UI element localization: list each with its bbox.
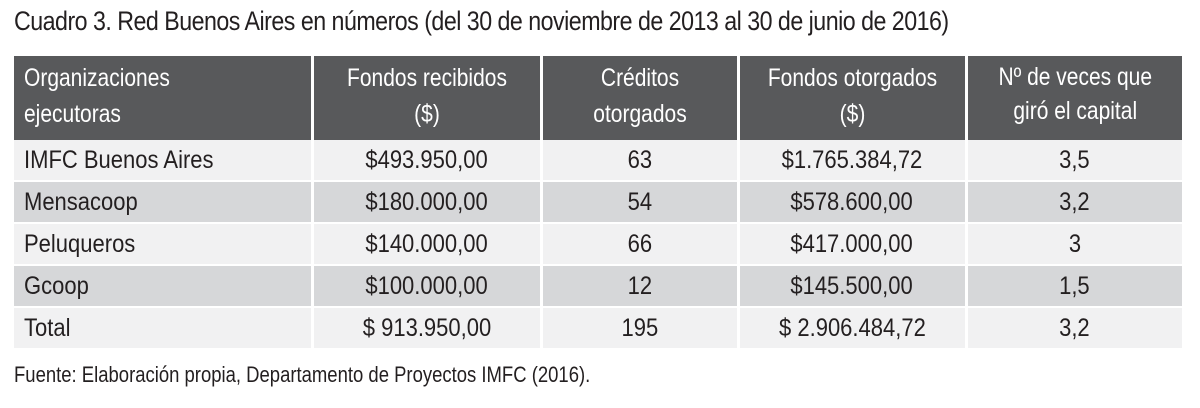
table-caption: Cuadro 3. Red Buenos Aires en números (d… — [14, 6, 949, 36]
cell-veces-capital: 3,5 — [966, 140, 1182, 182]
cell-fondos-otorgados: $ 2.906.484,72 — [738, 307, 968, 350]
table-row: Peluqueros $140.000,00 66 $417.000,00 3 — [14, 223, 1182, 266]
cell-fondos-recibidos: $ 913.950,00 — [312, 307, 543, 350]
table-row: Gcoop $100.000,00 12 $145.500,00 1,5 — [14, 265, 1182, 308]
cell-org: IMFC Buenos Aires — [14, 140, 314, 182]
cell-creditos: 54 — [541, 181, 740, 224]
cell-fondos-recibidos: $180.000,00 — [312, 181, 543, 224]
header-org: Organizaciones ejecutoras — [14, 56, 314, 140]
cell-fondos-otorgados: $145.500,00 — [738, 265, 968, 308]
header-fondos-recibidos: Fondos recibidos ($) — [312, 56, 543, 140]
table-row: IMFC Buenos Aires $493.950,00 63 $1.765.… — [14, 140, 1182, 182]
source-note: Fuente: Elaboración propia, Departamento… — [14, 362, 591, 387]
cell-fondos-recibidos: $100.000,00 — [312, 265, 543, 308]
header-fondos-otorgados: Fondos otorgados ($) — [738, 56, 968, 140]
cell-fondos-otorgados: $1.765.384,72 — [738, 140, 968, 182]
cell-fondos-recibidos: $493.950,00 — [312, 140, 543, 182]
cell-fondos-otorgados: $417.000,00 — [738, 223, 968, 266]
cell-creditos: 66 — [541, 223, 740, 266]
data-table: Organizaciones ejecutoras Fondos recibid… — [14, 56, 1182, 350]
cell-creditos: 63 — [541, 140, 740, 182]
cell-org: Gcoop — [14, 265, 314, 308]
cell-org: Total — [14, 307, 314, 350]
cell-fondos-recibidos: $140.000,00 — [312, 223, 543, 266]
cell-fondos-otorgados: $578.600,00 — [738, 181, 968, 224]
cell-creditos: 195 — [541, 307, 740, 350]
header-veces-capital: Nº de veces que giró el capital — [966, 56, 1182, 140]
cell-org: Peluqueros — [14, 223, 314, 266]
header-creditos-otorgados: Créditos otorgados — [541, 56, 740, 140]
table-header-row: Organizaciones ejecutoras Fondos recibid… — [14, 56, 1182, 140]
cell-creditos: 12 — [541, 265, 740, 308]
cell-org: Mensacoop — [14, 181, 314, 224]
cell-veces-capital: 1,5 — [966, 265, 1182, 308]
table-row: Mensacoop $180.000,00 54 $578.600,00 3,2 — [14, 181, 1182, 224]
cell-veces-capital: 3,2 — [966, 307, 1182, 350]
cell-veces-capital: 3,2 — [966, 181, 1182, 224]
cell-veces-capital: 3 — [966, 223, 1182, 266]
table-row-total: Total $ 913.950,00 195 $ 2.906.484,72 3,… — [14, 307, 1182, 350]
